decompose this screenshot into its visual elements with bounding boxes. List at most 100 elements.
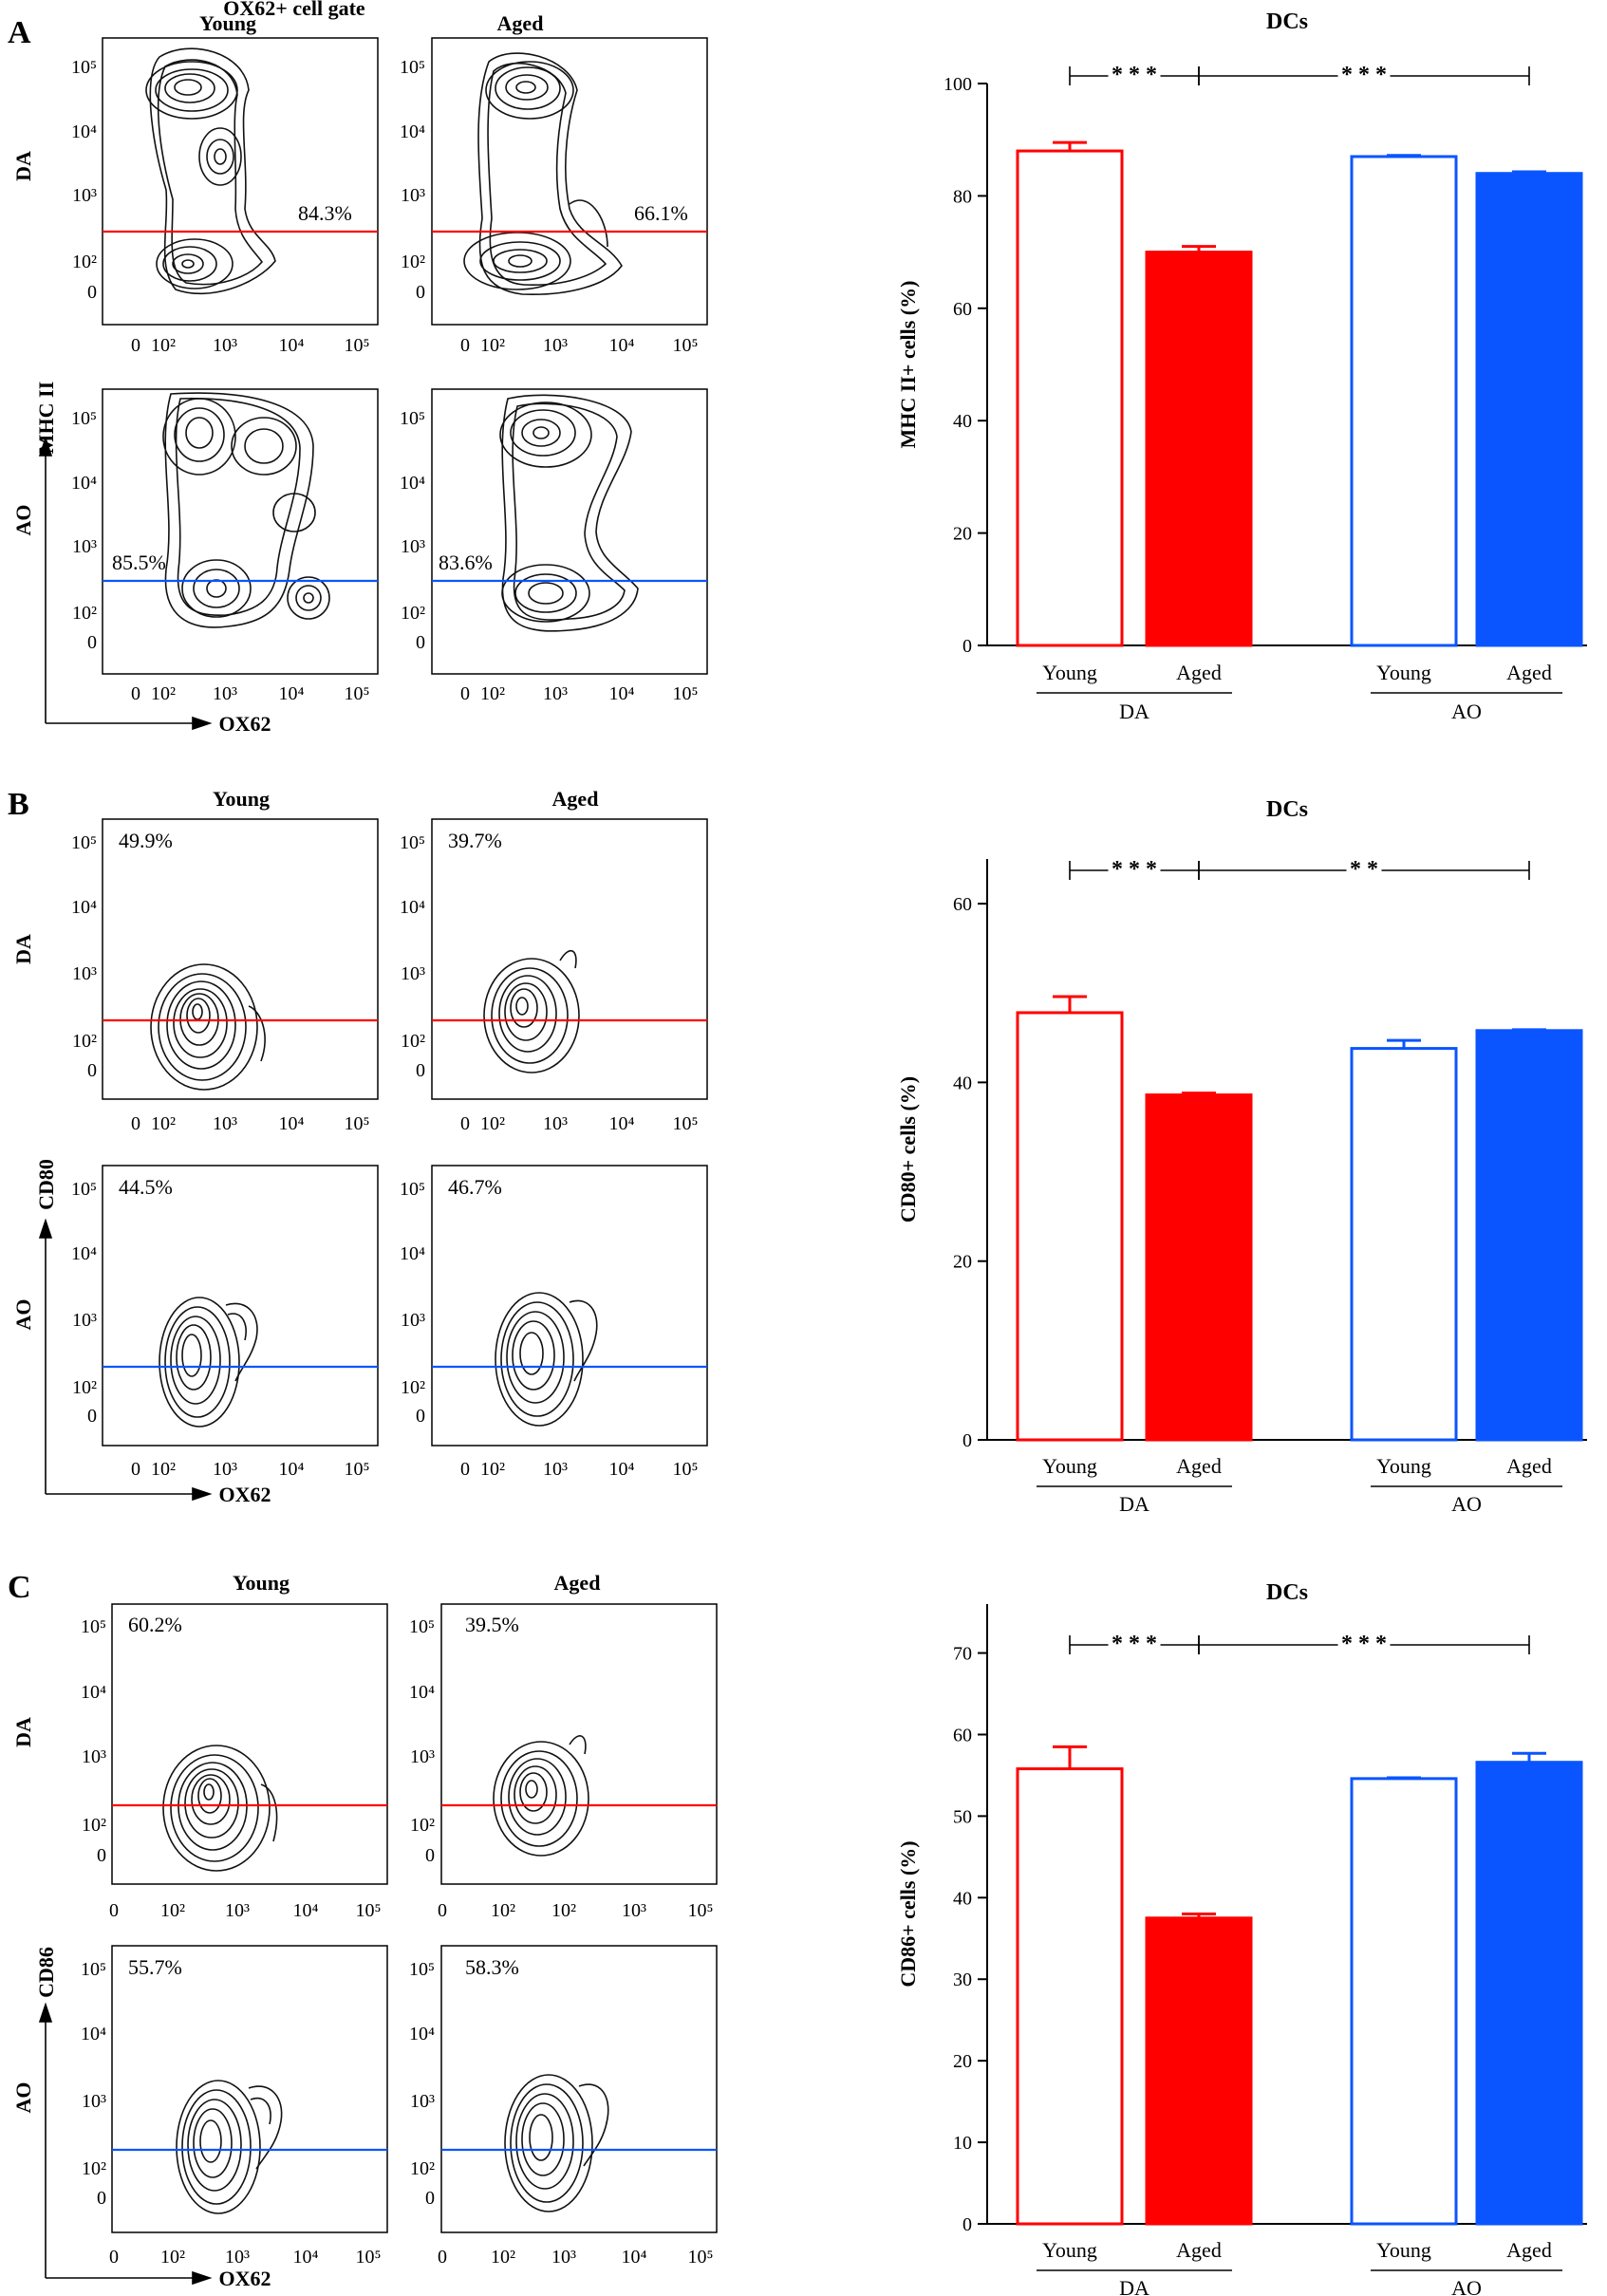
panel-letter-c: C (8, 1570, 31, 1605)
tick-label: 10³ (72, 1310, 97, 1331)
group-label: DA (1119, 700, 1149, 723)
tick-label: 0 (87, 1060, 97, 1081)
y-tick-label: 20 (953, 2051, 972, 2072)
a-ao-young-plot (102, 388, 379, 675)
a-row-da-label: DA (11, 151, 35, 181)
bar-aged-ao (1475, 1029, 1583, 1442)
tick-label: 10⁴ (279, 1459, 305, 1480)
a-row-ao-label: AO (11, 505, 35, 536)
c-ao-young-plot (111, 1945, 388, 2233)
tick-label: 10⁴ (409, 1682, 435, 1703)
tick-label: 10⁵ (673, 335, 699, 356)
tick-label: 10² (401, 603, 425, 624)
tick-label: 10³ (225, 2247, 250, 2268)
tick-label: 10⁴ (71, 897, 97, 918)
y-tick-label: 40 (953, 1073, 972, 1093)
x-category-label: Young (1042, 1454, 1097, 1478)
x-category-label: Aged (1176, 2238, 1222, 2262)
significance-backing (1346, 861, 1382, 880)
significance-backing (1108, 861, 1161, 880)
y-tick-label: 0 (962, 636, 972, 657)
tick-label: 10⁴ (400, 473, 425, 494)
bar-young-ao (1350, 155, 1458, 647)
c-axis-arrows (38, 2002, 213, 2286)
tick-label: 10³ (82, 1746, 106, 1767)
tick-label: 0 (438, 2247, 447, 2268)
y-tick-label: 60 (953, 1725, 972, 1745)
tick-label: 0 (416, 282, 425, 303)
tick-label: 10² (480, 1459, 505, 1480)
tick-label: 10² (151, 1459, 176, 1480)
b-tick-labels: 10⁵ 10⁴ 10³ 10² 0 10⁵ 10⁴ 10³ 10² 0 0 10… (71, 832, 698, 1480)
tick-label: 10⁴ (279, 335, 305, 356)
tick-label: 10³ (410, 2091, 435, 2112)
tick-label: 10³ (543, 1459, 568, 1480)
b-ao-aged-plot (431, 1165, 708, 1447)
contour-blob (162, 392, 330, 628)
tick-label: 10⁵ (673, 1459, 699, 1480)
tick-label: 10⁵ (688, 1900, 714, 1921)
tick-label: 10² (410, 2158, 435, 2179)
tick-label: 10⁵ (345, 1113, 370, 1134)
a-da-aged-pct: 66.1% (634, 201, 688, 225)
x-category-label: Young (1376, 661, 1431, 684)
tick-label: 10² (491, 1900, 515, 1921)
tick-label: 10⁴ (71, 121, 97, 142)
tick-label: 10² (151, 1113, 176, 1134)
c-x-axis-marker: OX62 (219, 2267, 271, 2290)
tick-label: 10³ (543, 1113, 568, 1134)
group-label: AO (1451, 1492, 1482, 1516)
tick-label: 10² (480, 683, 505, 704)
bar-young-ao (1350, 1777, 1458, 2226)
bar-chart-mhcii: DCs 0 20 40 60 80 100 MHC II+ cells (%) Young Age… (896, 9, 1587, 723)
chart-title: DCs (1266, 9, 1308, 34)
b-da-aged-pct: 39.7% (448, 829, 502, 852)
tick-label: 10⁴ (279, 683, 305, 704)
c-row-ao-label: AO (11, 2082, 35, 2114)
c-ao-young-pct: 55.7% (128, 1955, 182, 1979)
tick-label: 10⁵ (409, 1959, 435, 1980)
group-label: AO (1451, 2276, 1482, 2296)
chart-title: DCs (1266, 1580, 1308, 1605)
tick-label: 10³ (213, 683, 237, 704)
b-row-ao-label: AO (11, 1299, 35, 1331)
tick-label: 0 (131, 1459, 140, 1480)
tick-label: 10⁵ (81, 1616, 106, 1637)
bar-aged-da (1145, 1093, 1253, 1442)
tick-label: 10⁵ (345, 335, 370, 356)
contour-blob (159, 1297, 258, 1428)
significance-label: * * (1350, 857, 1378, 882)
c-da-aged-pct: 39.5% (465, 1613, 519, 1636)
significance-backing (1108, 1635, 1161, 1654)
tick-label: 10² (72, 603, 97, 624)
significance-label: * * * (1341, 1632, 1387, 1656)
group-label: AO (1451, 700, 1482, 723)
tick-label: 10⁵ (345, 1459, 370, 1480)
tick-label: 10³ (213, 335, 237, 356)
tick-label: 10⁵ (688, 2247, 714, 2268)
contour-blob (162, 1745, 278, 1872)
tick-label: 10⁵ (400, 832, 425, 853)
tick-label: 10³ (551, 2247, 576, 2268)
bar-chart-cd86: DCs 0 10 20 30 40 50 60 70 CD86+ cells (%) Young Ag… (896, 1580, 1587, 2296)
tick-label: 0 (425, 2188, 435, 2209)
tick-label: 10⁴ (81, 1682, 106, 1703)
tick-label: 0 (460, 335, 470, 356)
tick-label: 0 (438, 1900, 447, 1921)
c-col-young-label: Young (233, 1571, 290, 1595)
y-tick-label: 60 (953, 299, 972, 320)
b-col-aged-label: Aged (552, 787, 599, 811)
tick-label: 10⁵ (345, 683, 370, 704)
panel-letter-a: A (8, 15, 31, 50)
tick-label: 0 (97, 1845, 106, 1866)
tick-label: 10³ (401, 963, 425, 984)
significance-backing (1337, 1635, 1391, 1654)
tick-label: 10² (151, 683, 176, 704)
tick-label: 10² (82, 1815, 106, 1836)
significance-label: * * * (1112, 63, 1157, 87)
tick-label: 10² (480, 335, 505, 356)
y-axis-label: MHC II+ cells (%) (896, 281, 920, 449)
b-ao-young-pct: 44.5% (119, 1175, 173, 1199)
x-category-label: Young (1042, 2238, 1097, 2262)
tick-label: 10⁴ (622, 2247, 647, 2268)
